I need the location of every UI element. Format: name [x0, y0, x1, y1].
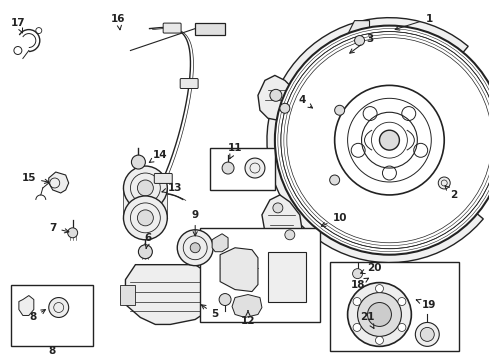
Text: 12: 12	[241, 311, 255, 327]
Circle shape	[68, 228, 77, 238]
Circle shape	[335, 105, 344, 115]
Circle shape	[330, 175, 340, 185]
FancyBboxPatch shape	[154, 174, 172, 183]
Text: 7: 7	[49, 223, 69, 233]
Polygon shape	[125, 265, 210, 324]
Text: 14: 14	[149, 150, 168, 162]
Circle shape	[353, 269, 363, 279]
Bar	[330, 262, 459, 351]
Circle shape	[375, 336, 384, 345]
Text: 5: 5	[201, 305, 219, 319]
Text: 1: 1	[395, 14, 433, 30]
Circle shape	[280, 103, 290, 113]
Circle shape	[123, 166, 167, 210]
Polygon shape	[344, 21, 369, 50]
Circle shape	[335, 85, 444, 195]
Circle shape	[222, 162, 234, 174]
Circle shape	[190, 243, 200, 253]
Text: 8: 8	[29, 310, 46, 323]
Circle shape	[347, 283, 412, 346]
Text: 16: 16	[111, 14, 126, 30]
Text: 18: 18	[350, 278, 368, 289]
Circle shape	[285, 230, 295, 240]
Bar	[123, 188, 167, 218]
Bar	[200, 228, 319, 323]
Circle shape	[398, 323, 406, 332]
Text: 20: 20	[361, 263, 382, 274]
Circle shape	[420, 328, 434, 341]
Circle shape	[275, 26, 490, 255]
Bar	[121, 285, 135, 305]
FancyBboxPatch shape	[163, 23, 181, 33]
Circle shape	[273, 203, 283, 213]
Circle shape	[177, 230, 213, 266]
Text: 6: 6	[145, 233, 152, 248]
FancyBboxPatch shape	[180, 78, 198, 89]
Text: 9: 9	[192, 210, 199, 236]
Circle shape	[219, 293, 231, 306]
Polygon shape	[262, 195, 302, 245]
Circle shape	[375, 285, 384, 293]
Text: 21: 21	[360, 312, 375, 328]
Circle shape	[353, 298, 361, 306]
Text: 17: 17	[11, 18, 25, 33]
Circle shape	[355, 36, 365, 45]
Text: 2: 2	[445, 186, 458, 200]
Bar	[268, 252, 306, 302]
Circle shape	[379, 130, 399, 150]
Text: 19: 19	[416, 300, 437, 310]
Bar	[11, 285, 93, 346]
Polygon shape	[220, 248, 258, 292]
Circle shape	[270, 89, 282, 101]
Circle shape	[245, 158, 265, 178]
Bar	[207, 285, 219, 305]
Circle shape	[368, 302, 392, 327]
Text: 3: 3	[350, 33, 373, 53]
Circle shape	[137, 210, 153, 226]
Circle shape	[49, 298, 69, 318]
Circle shape	[416, 323, 439, 346]
Circle shape	[137, 180, 153, 196]
Polygon shape	[232, 294, 262, 318]
Bar	[210, 148, 275, 190]
Text: 13: 13	[162, 183, 182, 193]
Circle shape	[358, 293, 401, 336]
Polygon shape	[49, 172, 69, 193]
Text: 10: 10	[321, 213, 347, 226]
Circle shape	[438, 177, 450, 189]
Polygon shape	[19, 296, 34, 315]
Circle shape	[353, 323, 361, 332]
Text: 4: 4	[298, 95, 313, 108]
Circle shape	[398, 298, 406, 306]
Text: 8: 8	[48, 346, 55, 356]
Text: 11: 11	[228, 143, 242, 159]
Polygon shape	[267, 18, 483, 263]
Circle shape	[362, 112, 417, 168]
Polygon shape	[212, 234, 228, 252]
Polygon shape	[258, 75, 295, 120]
Circle shape	[138, 245, 152, 259]
Text: 15: 15	[22, 173, 49, 183]
Circle shape	[131, 155, 146, 169]
Bar	[195, 23, 225, 35]
Circle shape	[123, 196, 167, 240]
